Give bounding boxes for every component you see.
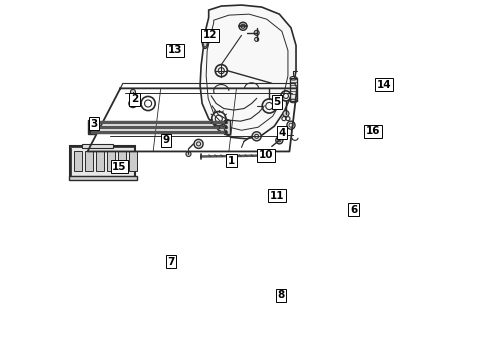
Text: 3: 3 (91, 119, 98, 129)
Text: 11: 11 (270, 191, 284, 201)
Circle shape (252, 132, 261, 141)
Circle shape (194, 139, 203, 148)
Text: 10: 10 (259, 150, 273, 161)
Bar (88, 120, 95, 134)
Text: 4: 4 (278, 128, 286, 138)
Text: 16: 16 (366, 126, 380, 136)
Text: 9: 9 (162, 135, 170, 145)
Bar (290, 78, 297, 101)
Text: 14: 14 (376, 80, 391, 90)
Circle shape (266, 152, 273, 159)
Bar (224, 120, 230, 134)
Ellipse shape (202, 34, 208, 49)
Bar (70, 147, 135, 177)
Bar (129, 152, 138, 171)
Bar (107, 152, 115, 171)
Circle shape (283, 111, 289, 117)
Circle shape (254, 30, 259, 35)
Bar (71, 147, 134, 176)
Text: 2: 2 (131, 94, 138, 104)
Text: 5: 5 (273, 97, 280, 107)
Bar (74, 152, 82, 171)
Polygon shape (200, 5, 296, 139)
Bar (96, 152, 104, 171)
Bar (85, 152, 93, 171)
Circle shape (186, 152, 191, 157)
Bar (118, 152, 126, 171)
Text: 15: 15 (112, 162, 126, 172)
Bar (82, 144, 113, 148)
Text: 12: 12 (203, 30, 218, 40)
Text: 8: 8 (277, 291, 285, 300)
Text: 6: 6 (350, 204, 357, 215)
Circle shape (239, 22, 247, 30)
Text: 7: 7 (167, 257, 174, 266)
Circle shape (130, 89, 135, 94)
Text: 1: 1 (228, 156, 235, 166)
Circle shape (276, 137, 283, 144)
Bar (69, 176, 138, 180)
Text: 13: 13 (168, 45, 182, 55)
